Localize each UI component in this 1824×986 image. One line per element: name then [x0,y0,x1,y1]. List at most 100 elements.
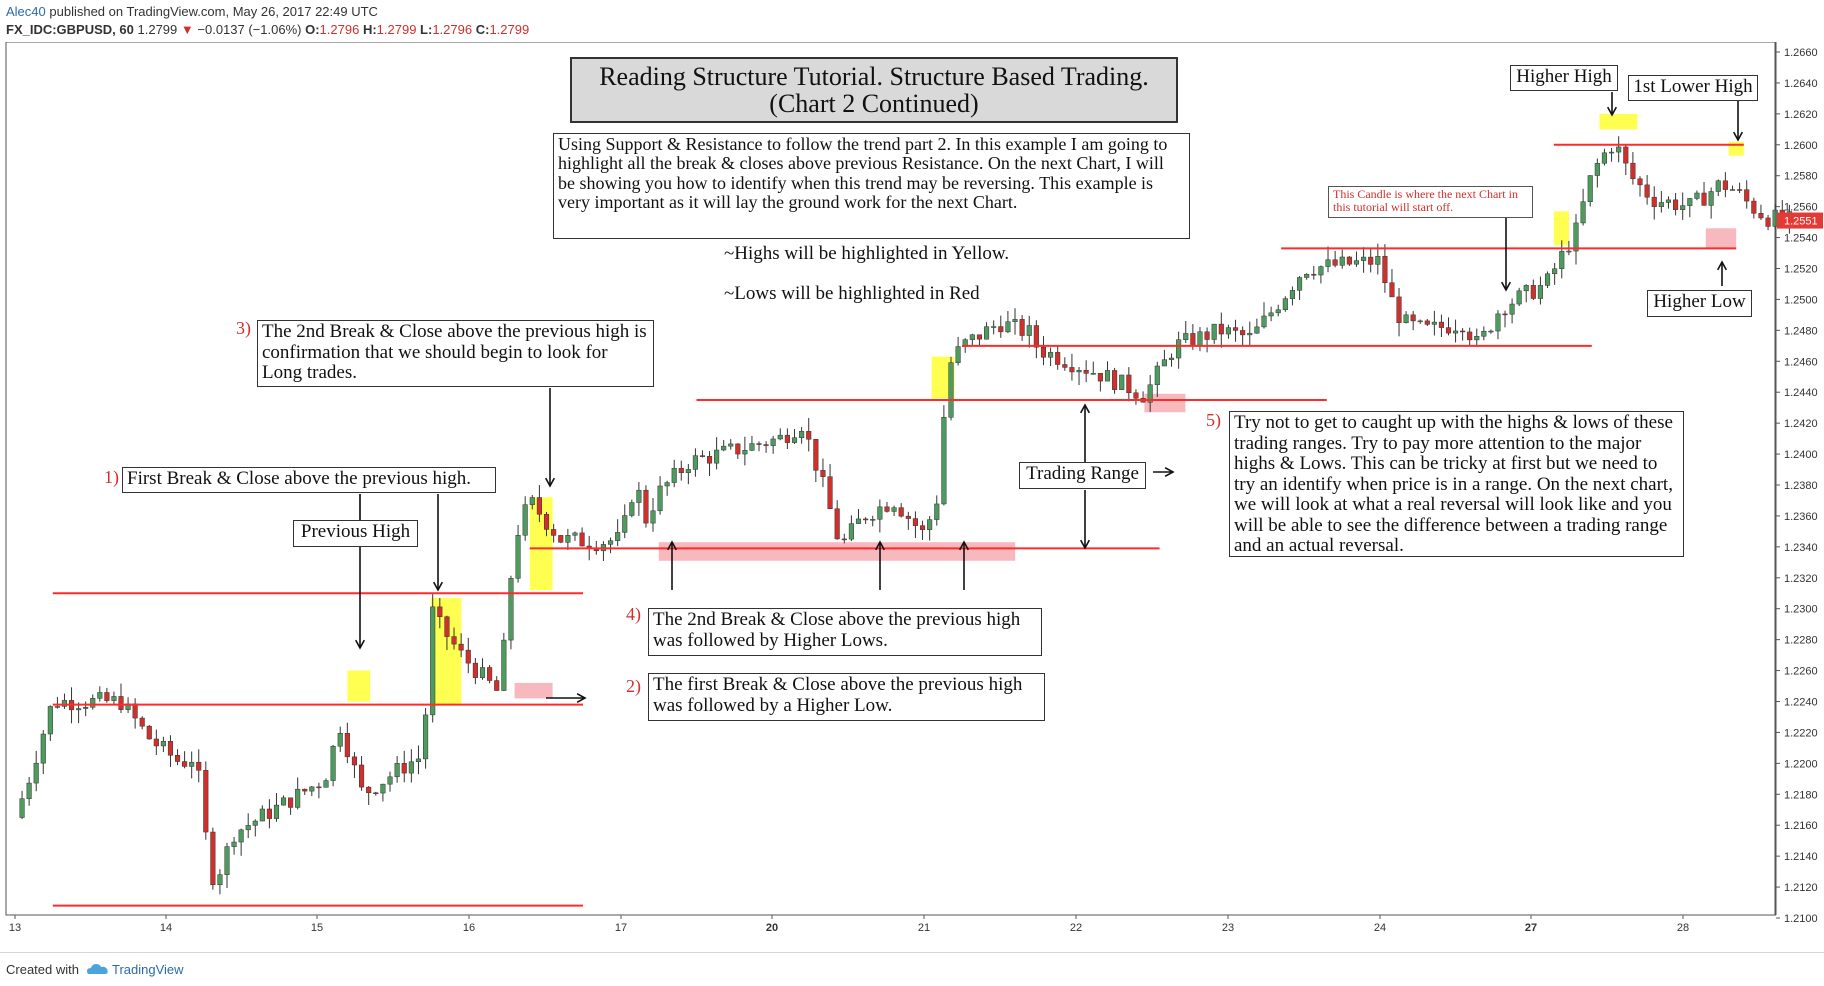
price-tick-label: 1.2360 [1784,511,1818,523]
candle-up [522,504,528,536]
candle-up [1488,330,1494,333]
candle-up [1104,370,1111,382]
author-link[interactable]: Alec40 [6,4,46,19]
price-tick-label: 1.2660 [1784,47,1818,59]
high-highlight [1728,141,1744,156]
candle-up [1417,320,1423,323]
price-tick-label: 1.2460 [1784,356,1818,368]
candle-up [1509,303,1515,315]
price-tick-label: 1.2220 [1784,727,1818,739]
candle-down [302,788,308,792]
candle-down [998,326,1004,333]
candle-down [451,636,457,645]
lows-note: ~Lows will be highlighted in Red [724,283,980,304]
candle-down [1311,273,1317,276]
time-tick-label: 24 [1374,922,1386,934]
candle-up [380,783,386,794]
candle-up [671,468,677,483]
close-label: C: [475,22,490,37]
candle-down [1744,189,1750,202]
candle-up [742,450,748,455]
time-tick-label: 28 [1677,922,1689,934]
candle-down [444,616,450,637]
candle-up [991,326,997,328]
candle-down [813,439,819,471]
chart-title-box: Reading Structure Tutorial. Structure Ba… [570,57,1178,123]
candle-up [1694,192,1700,199]
candle-up [891,507,897,512]
candle-up [1552,268,1558,275]
price-tick-label: 1.2300 [1784,604,1818,616]
candle-up [61,700,68,707]
candle-down [174,755,181,762]
candle-up [565,535,571,543]
candle-down [437,606,443,617]
candle-down [1651,196,1657,207]
candle-up [1772,209,1778,227]
candle-up [1254,326,1260,334]
candle-up [423,714,429,760]
candle-down [543,513,550,530]
higher-high-label: Higher High [1510,65,1618,91]
candle-down [1765,217,1771,227]
candle-up [664,482,670,487]
candle-up [1318,266,1324,276]
candle-up [1559,251,1565,269]
candle-down [1240,330,1246,336]
candle-down [678,468,684,473]
price-tick-label: 1.2240 [1784,697,1818,709]
tradingview-logo-icon [87,964,108,974]
candle-up [969,334,975,340]
chart-title: Reading Structure Tutorial. Structure Ba… [599,62,1149,91]
candle-up [1005,321,1011,333]
candle-down [1019,319,1025,336]
time-tick-label: 20 [766,922,778,934]
candle-down [1630,162,1636,180]
high-highlight [1599,113,1638,130]
candle-up [1282,298,1288,310]
candle-down [536,497,542,515]
candle-down [1389,282,1395,298]
candle-down [494,680,500,691]
candle-up [1012,319,1018,322]
candle-up [1495,313,1501,332]
candle-down [1190,333,1196,346]
candle-up [1403,314,1409,323]
candle-up [685,469,691,473]
price-tick-label: 1.2560 [1784,202,1818,214]
down-triangle-icon: ▼ [180,22,194,37]
candle-up [629,502,635,516]
candle-up [19,798,25,818]
note-1-number: 1) [104,467,119,487]
candle-up [791,437,798,443]
arrow-head [874,540,886,551]
candle-down [841,538,847,541]
candle-down [1701,192,1707,206]
candle-up [1339,256,1345,266]
candle-down [1751,200,1757,214]
candle-down [1133,392,1139,399]
candle-up [47,706,53,735]
candle-up [309,786,315,792]
candle-down [706,456,713,464]
candle-up [33,762,39,784]
candle-up [1154,365,1160,385]
candle-up [1516,290,1522,305]
note-5-number: 5) [1206,410,1221,430]
candle-up [607,540,614,545]
candle-up [1665,199,1672,203]
candle-down [1467,331,1473,341]
candle-up [984,326,990,340]
candle-up [622,515,628,533]
price-change: −0.0137 (−1.06%) [197,22,302,37]
candle-down [827,476,833,510]
note-4-number: 4) [626,604,641,624]
candle-down [118,696,124,710]
symbol-label[interactable]: FX_IDC:GBPUSD, 60 [6,22,134,37]
price-tick-label: 1.2440 [1784,387,1818,399]
note-3: The 2nd Break & Close above the previous… [257,320,654,387]
arrow-head [1500,281,1512,292]
candle-down [1623,146,1629,164]
tradingview-link[interactable]: TradingView [112,962,184,977]
candle-up [76,708,82,711]
